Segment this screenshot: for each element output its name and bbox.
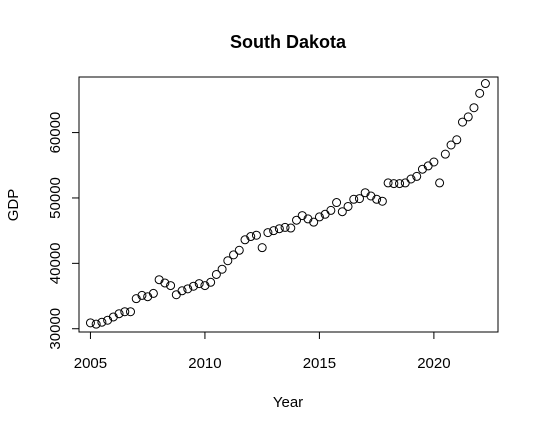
y-tick-label: 30000: [47, 308, 64, 350]
data-point: [343, 201, 353, 211]
data-point: [166, 281, 176, 291]
data-point: [263, 228, 273, 238]
data-point: [246, 232, 256, 242]
chart-title: South Dakota: [230, 32, 347, 52]
data-point: [160, 278, 170, 288]
data-point: [137, 290, 147, 300]
y-axis-label: GDP: [5, 189, 22, 222]
data-point: [183, 284, 193, 294]
data-point: [188, 281, 198, 291]
x-tick-label: 2010: [188, 355, 221, 372]
data-point: [217, 264, 227, 274]
x-tick-label: 2020: [417, 355, 450, 372]
data-point: [452, 135, 462, 145]
data-point: [383, 178, 393, 188]
data-point: [314, 212, 324, 222]
data-point: [292, 215, 302, 225]
data-point: [171, 290, 181, 300]
data-point: [229, 250, 239, 260]
x-tick-label: 2015: [303, 355, 336, 372]
x-axis: 2005 2010 2015 2020: [74, 331, 451, 372]
data-point: [126, 307, 136, 317]
data-point: [440, 149, 450, 159]
data-point: [372, 194, 382, 204]
data-point: [269, 226, 279, 236]
data-points: [85, 79, 490, 329]
data-point: [286, 223, 296, 233]
data-point: [475, 88, 485, 98]
data-point: [223, 256, 233, 266]
data-point: [85, 318, 95, 328]
y-tick-label: 50000: [47, 177, 64, 219]
y-tick-label: 40000: [47, 242, 64, 284]
data-point: [120, 307, 130, 317]
data-point: [349, 194, 359, 204]
data-point: [206, 277, 216, 287]
data-point: [412, 171, 422, 181]
data-point: [480, 79, 490, 89]
data-point: [274, 224, 284, 234]
data-point: [97, 317, 107, 327]
data-point: [332, 198, 342, 208]
data-point: [446, 140, 456, 150]
x-axis-label: Year: [273, 394, 303, 411]
data-point: [429, 157, 439, 167]
data-point: [377, 196, 387, 206]
data-point: [406, 174, 416, 184]
data-point: [395, 179, 405, 189]
plot-area-border: [78, 76, 499, 333]
data-point: [114, 309, 124, 319]
data-point: [400, 178, 410, 188]
data-point: [148, 288, 158, 298]
data-point: [463, 112, 473, 122]
data-point: [211, 269, 221, 279]
y-tick-label: 60000: [47, 112, 64, 154]
y-axis: 30000 40000 50000 60000: [47, 112, 80, 350]
data-point: [354, 194, 364, 204]
data-point: [91, 319, 101, 329]
data-point: [280, 222, 290, 232]
x-tick-label: 2005: [74, 355, 107, 372]
data-point: [309, 217, 319, 227]
data-point: [435, 178, 445, 188]
data-point: [177, 286, 187, 296]
data-point: [458, 117, 468, 127]
data-point: [234, 245, 244, 255]
data-point: [389, 179, 399, 189]
data-point: [469, 103, 479, 113]
data-point: [257, 243, 267, 253]
data-point: [251, 230, 261, 240]
data-point: [337, 207, 347, 217]
data-point: [194, 279, 204, 289]
data-point: [326, 205, 336, 215]
